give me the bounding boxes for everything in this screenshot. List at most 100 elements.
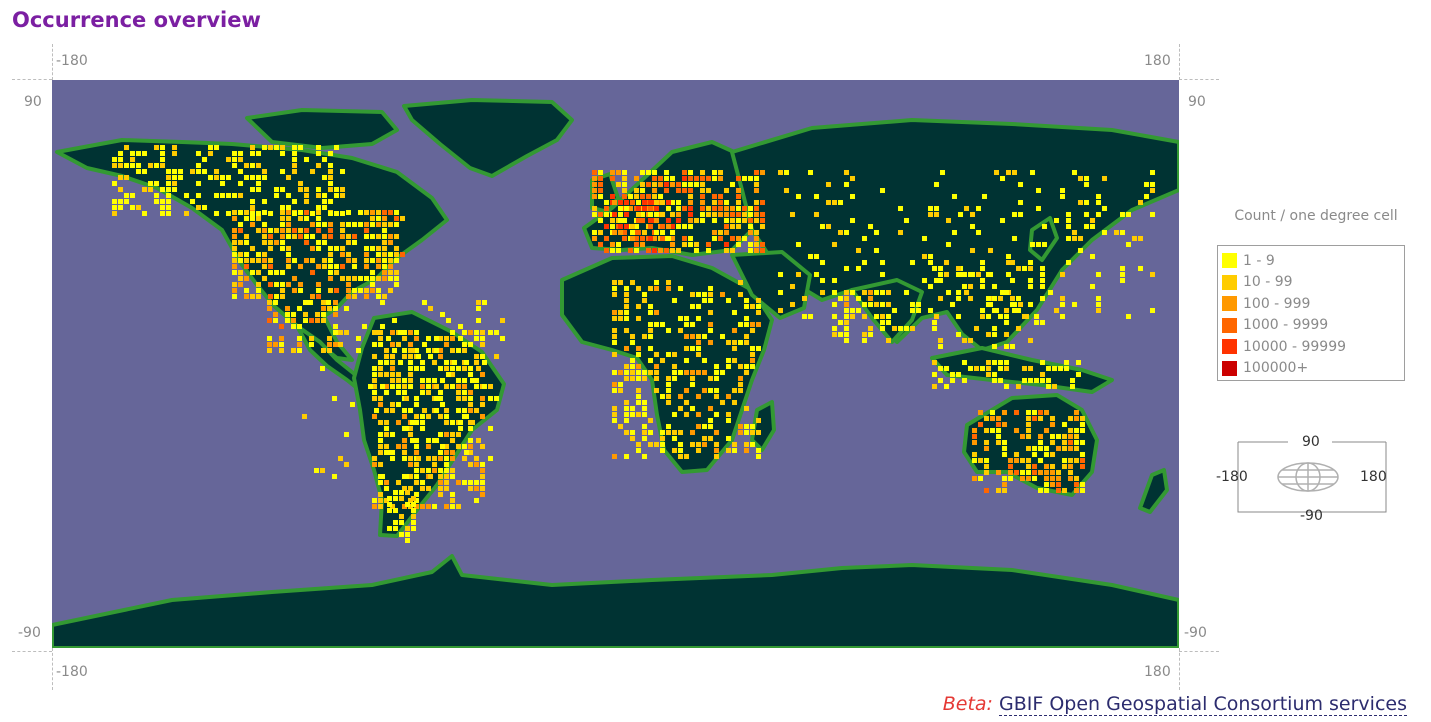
occurrence-cell (118, 175, 123, 180)
occurrence-cell (340, 193, 345, 198)
occurrence-cell (654, 280, 659, 285)
occurrence-cell (856, 296, 861, 301)
occurrence-cell (738, 280, 743, 285)
occurrence-cell (414, 366, 419, 371)
occurrence-cell (1120, 272, 1125, 277)
occurrence-cell (1004, 366, 1009, 371)
occurrence-cell (598, 230, 603, 235)
navigator-right-label[interactable]: 180 (1360, 469, 1387, 485)
occurrence-cell (402, 486, 407, 491)
occurrence-cell (976, 272, 981, 277)
occurrence-cell (700, 170, 705, 175)
occurrence-cell (760, 224, 765, 229)
occurrence-cell (742, 206, 747, 211)
occurrence-cell (310, 246, 315, 251)
occurrence-cell (832, 302, 837, 307)
occurrence-cell (334, 264, 339, 269)
occurrence-cell (690, 442, 695, 447)
occurrence-cell (408, 474, 413, 479)
occurrence-cell (1080, 428, 1085, 433)
occurrence-cell (964, 290, 969, 295)
occurrence-cell (480, 462, 485, 467)
occurrence-cell (660, 442, 665, 447)
occurrence-cell (1120, 212, 1125, 217)
occurrence-cell (394, 210, 399, 215)
occurrence-cell (414, 462, 419, 467)
occurrence-cell (384, 426, 389, 431)
occurrence-cell (714, 412, 719, 417)
occurrence-cell (1002, 452, 1007, 457)
occurrence-cell (1150, 212, 1155, 217)
occurrence-cell (256, 175, 261, 180)
occurrence-cell (250, 222, 255, 227)
beta-label: Beta: (942, 693, 993, 715)
occurrence-cell (426, 378, 431, 383)
occurrence-map[interactable] (52, 80, 1179, 648)
occurrence-cell (315, 318, 320, 323)
occurrence-cell (267, 306, 272, 311)
occurrence-cell (340, 252, 345, 257)
occurrence-cell (394, 246, 399, 251)
globe-icon[interactable] (1277, 462, 1339, 492)
navigator-top-label[interactable]: 90 (1302, 434, 1320, 450)
occurrence-cell (376, 246, 381, 251)
occurrence-cell (1002, 488, 1007, 493)
occurrence-cell (738, 340, 743, 345)
occurrence-cell (956, 314, 961, 319)
occurrence-cell (718, 206, 723, 211)
occurrence-cell (376, 258, 381, 263)
occurrence-cell (652, 176, 657, 181)
ogc-services-link[interactable]: GBIF Open Geospatial Consortium services (999, 693, 1407, 716)
occurrence-cell (660, 322, 665, 327)
occurrence-cell (714, 376, 719, 381)
occurrence-cell (267, 342, 272, 347)
occurrence-cell (756, 304, 761, 309)
occurrence-cell (598, 170, 603, 175)
occurrence-cell (832, 326, 837, 331)
occurrence-cell (862, 314, 867, 319)
navigator-left-label[interactable]: -180 (1216, 469, 1248, 485)
occurrence-cell (388, 234, 393, 239)
occurrence-cell (1138, 266, 1143, 271)
occurrence-cell (438, 336, 443, 341)
occurrence-cell (1090, 224, 1095, 229)
occurrence-cell (684, 322, 689, 327)
occurrence-cell (388, 270, 393, 275)
legend-swatch (1222, 253, 1237, 269)
occurrence-cell (273, 318, 278, 323)
map-navigator[interactable]: 90 -90 -180 180 (1216, 432, 1392, 524)
occurrence-cell (754, 200, 759, 205)
occurrence-cell (702, 436, 707, 441)
occurrence-cell (744, 448, 749, 453)
occurrence-cell (438, 456, 443, 461)
occurrence-cell (1006, 254, 1011, 259)
occurrence-cell (592, 230, 597, 235)
occurrence-cell (474, 480, 479, 485)
occurrence-cell (256, 294, 261, 299)
occurrence-cell (1046, 384, 1051, 389)
occurrence-cell (938, 338, 943, 343)
occurrence-cell (414, 480, 419, 485)
occurrence-cell (358, 288, 363, 293)
occurrence-cell (630, 340, 635, 345)
occurrence-cell (1032, 470, 1037, 475)
occurrence-cell (636, 394, 641, 399)
occurrence-cell (405, 490, 410, 495)
occurrence-cell (850, 308, 855, 313)
occurrence-cell (444, 384, 449, 389)
occurrence-cell (304, 199, 309, 204)
occurrence-cell (978, 476, 983, 481)
occurrence-cell (934, 212, 939, 217)
occurrence-cell (190, 199, 195, 204)
occurrence-cell (232, 270, 237, 275)
occurrence-cell (238, 252, 243, 257)
occurrence-cell (726, 448, 731, 453)
occurrence-cell (450, 438, 455, 443)
map-canvas[interactable] (52, 80, 1179, 648)
navigator-bottom-label[interactable]: -90 (1300, 508, 1323, 524)
occurrence-cell (297, 348, 302, 353)
occurrence-cell (832, 332, 837, 337)
occurrence-cell (754, 176, 759, 181)
legend-swatch (1222, 317, 1237, 333)
occurrence-cell (438, 474, 443, 479)
